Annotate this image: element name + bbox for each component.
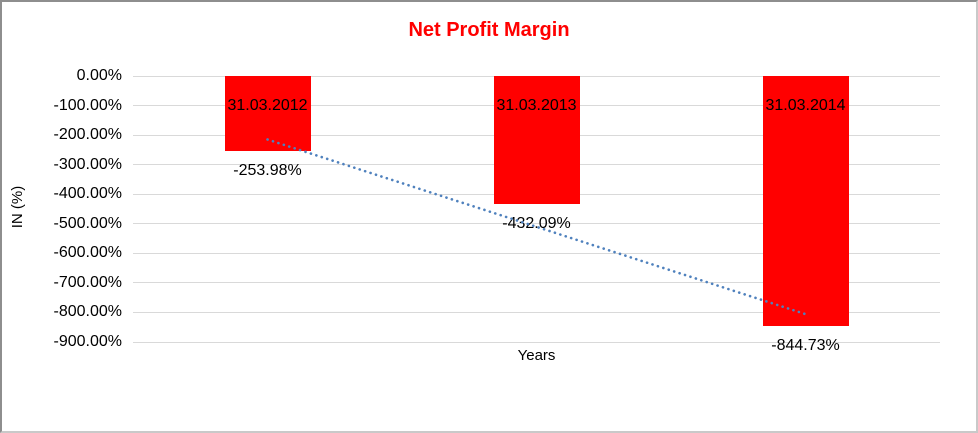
y-axis-tick-label: -800.00% [53,303,123,321]
y-axis-tick-label: -500.00% [53,214,123,232]
y-axis-tick-label: -700.00% [53,273,123,291]
y-axis-tick-label: 0.00% [76,67,122,84]
y-axis-tick-label: -900.00% [53,333,123,350]
data-label: -844.73% [771,336,840,354]
data-label: -432.09% [502,214,571,232]
category-label: 31.03.2014 [765,97,846,114]
bar-31.03.2013 [493,76,580,204]
category-label: 31.03.2012 [227,97,308,114]
chart-title: Net Profit Margin [408,19,570,41]
y-axis-tick-label: -400.00% [53,185,123,203]
y-axis-tick-label: -600.00% [53,244,123,262]
y-axis-tick-label: -200.00% [53,126,123,144]
x-axis-title: Years [517,347,556,364]
category-label: 31.03.2013 [496,97,577,114]
y-axis-tick-label: -300.00% [53,155,123,173]
data-label: -253.98% [233,162,302,180]
gridline [133,341,940,343]
y-axis-tick-label: -100.00% [53,96,123,114]
